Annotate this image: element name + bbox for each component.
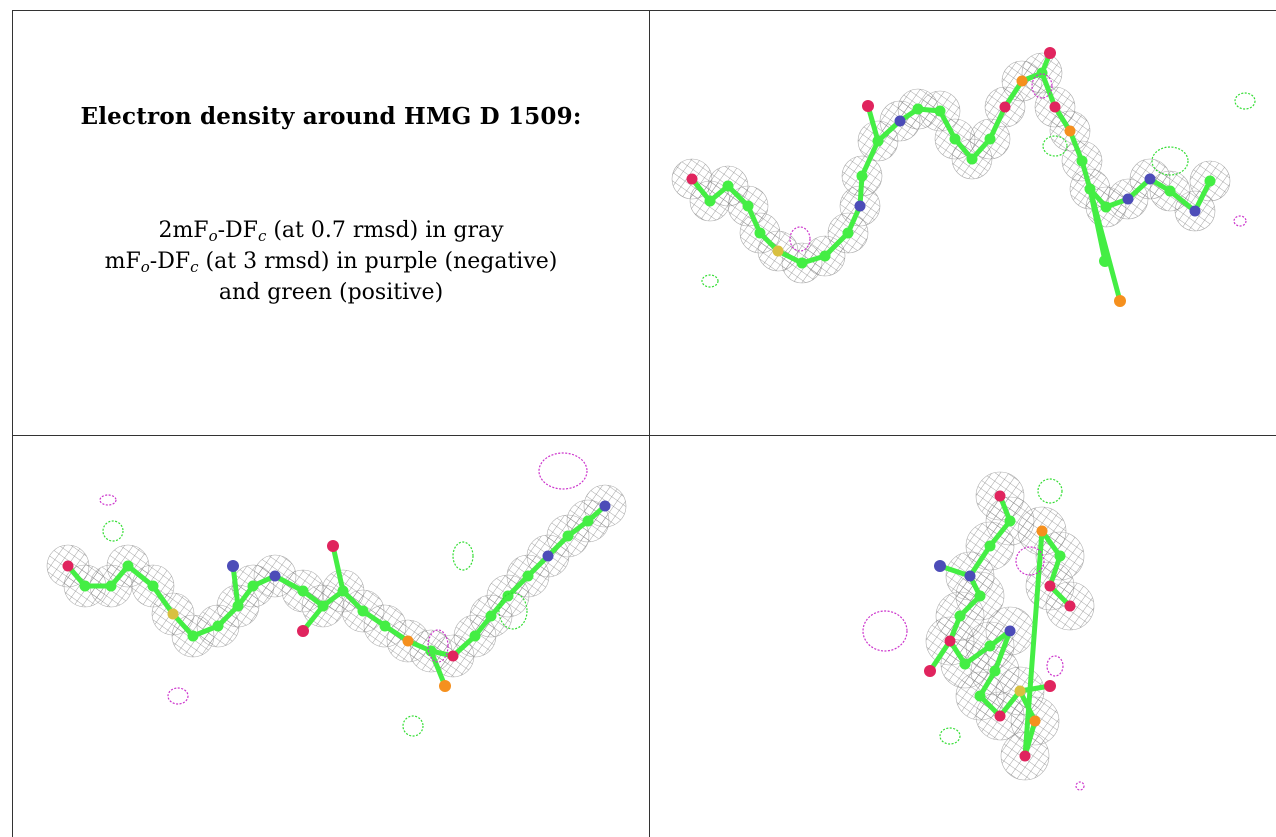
legend-line-gray: 2mFo-DFc (at 0.7 rmsd) in gray — [158, 218, 504, 245]
caption-legend: 2mFo-DFc (at 0.7 rmsd) in gray mFo-DFc (… — [13, 215, 649, 308]
table-border-left — [12, 10, 13, 837]
table-divider-horizontal — [12, 435, 1276, 436]
figure-table: Electron density around HMG D 1509: 2mFo… — [12, 10, 1276, 837]
density-render-bottom-left — [46, 452, 627, 737]
molecule-view-top-right — [650, 11, 1276, 435]
legend-line-colors: and green (positive) — [218, 280, 444, 305]
table-border-top — [12, 10, 1276, 11]
caption-cell: Electron density around HMG D 1509: 2mFo… — [13, 11, 649, 435]
caption-title: Electron density around HMG D 1509: — [80, 103, 582, 130]
legend-line-difference: mFo-DFc (at 3 rmsd) in purple (negative) — [104, 249, 558, 276]
molecule-view-bottom-left — [13, 436, 649, 837]
table-divider-vertical — [649, 10, 650, 837]
density-render-bottom-right — [862, 471, 1095, 791]
density-render-top-right — [671, 47, 1256, 307]
molecule-view-bottom-right — [650, 436, 1276, 837]
